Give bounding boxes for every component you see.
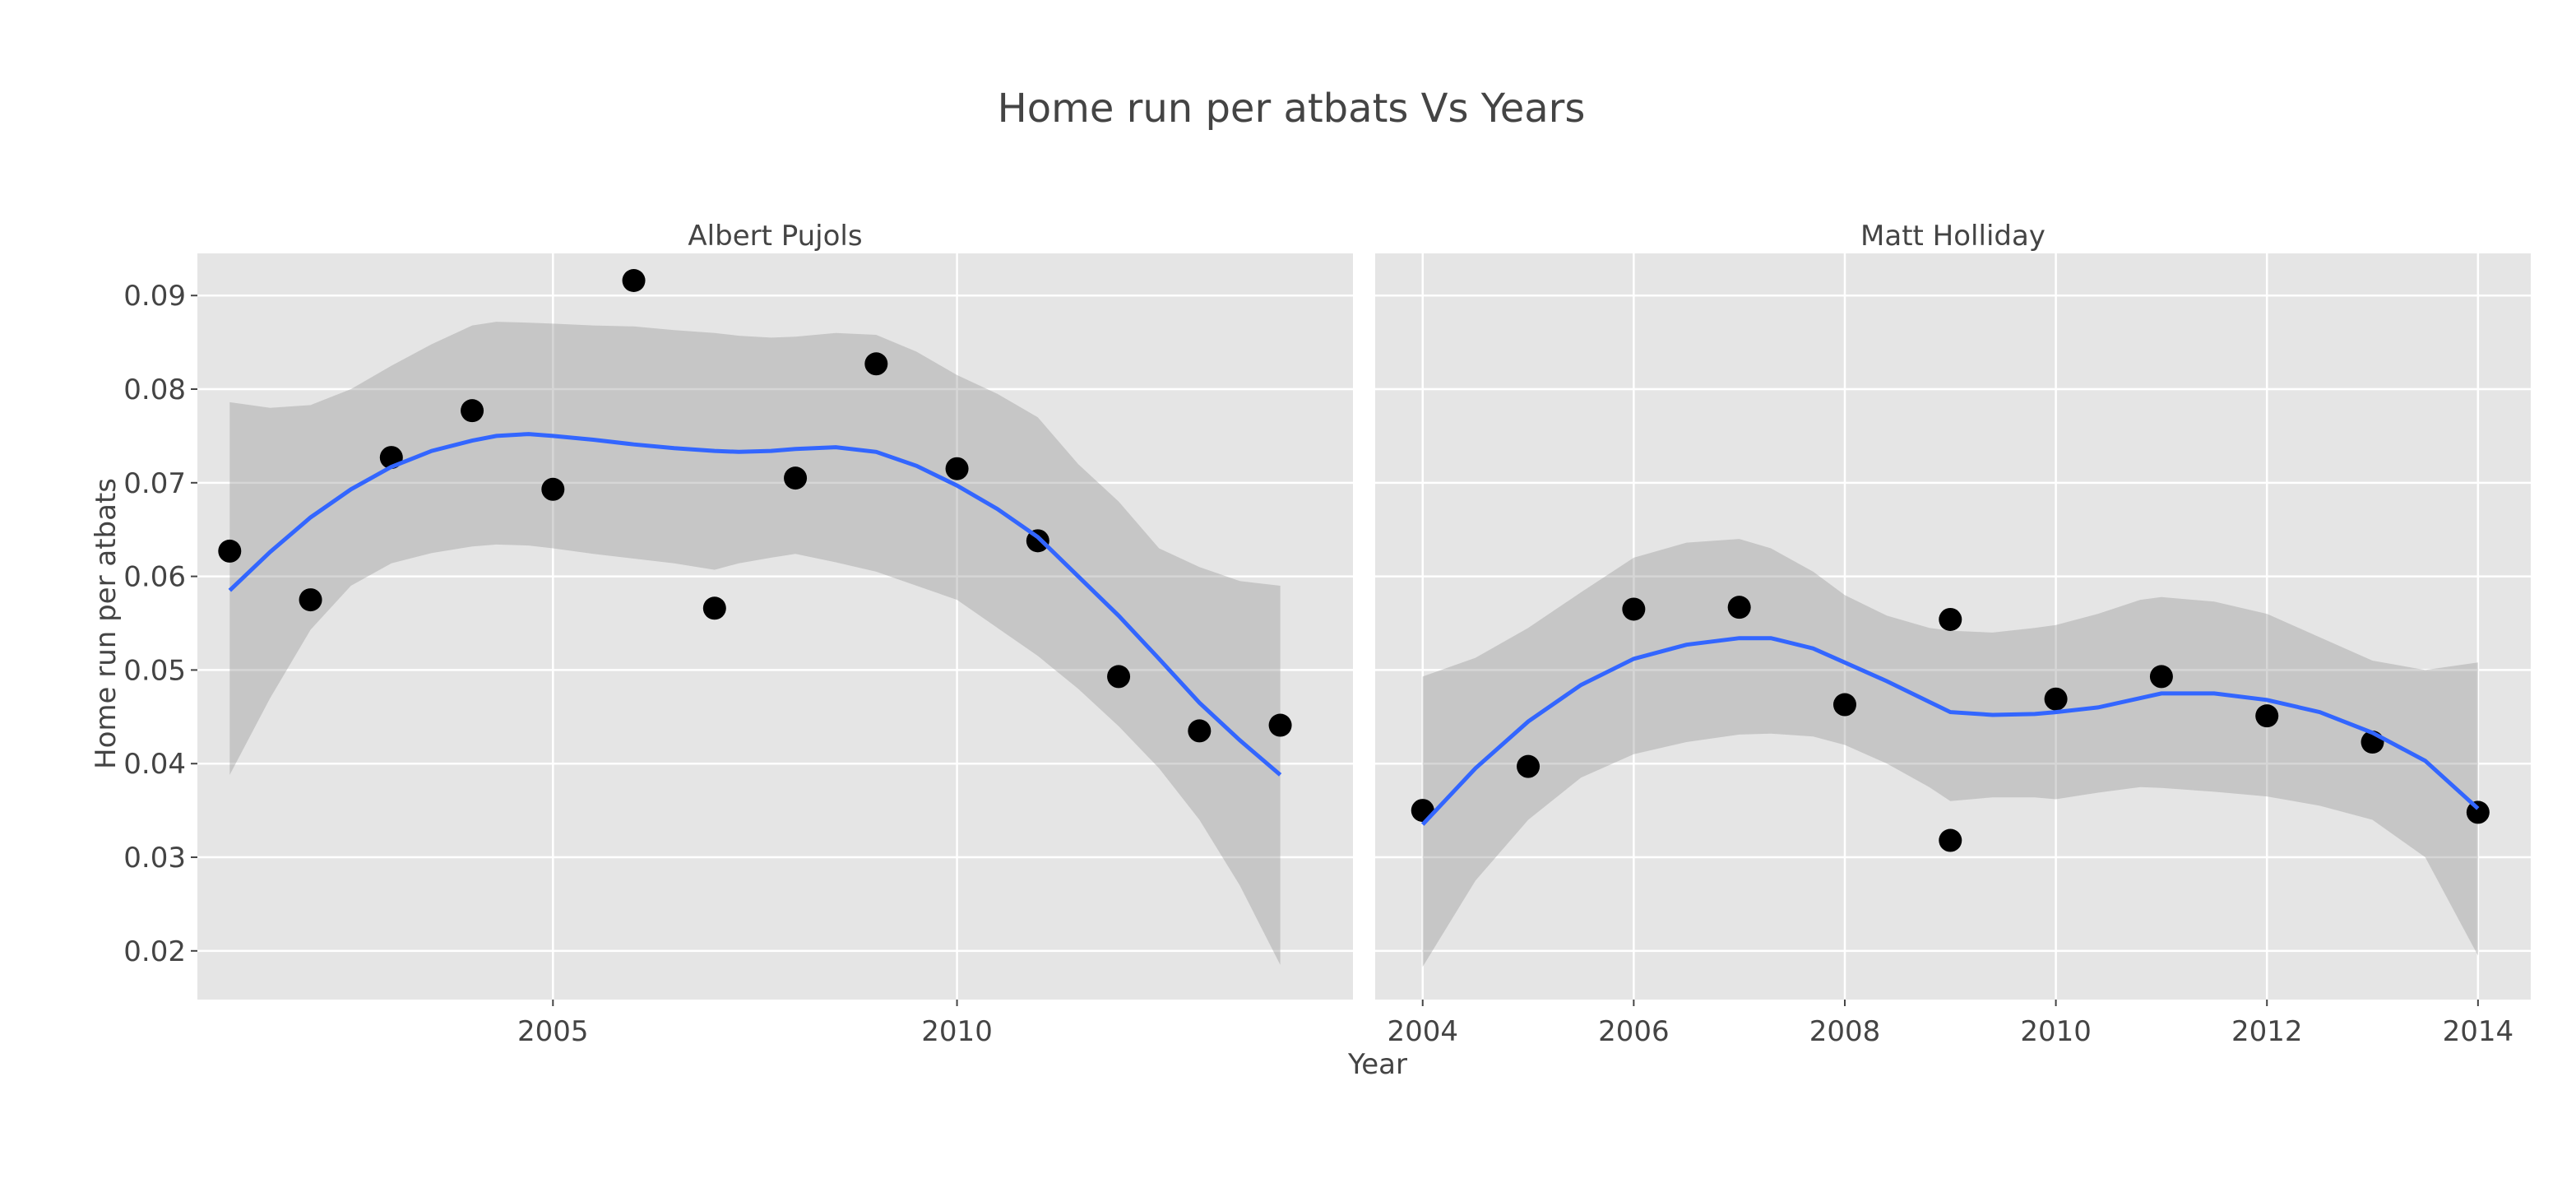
panel-background	[197, 253, 1353, 1000]
x-tick-label: 2008	[1809, 1015, 1881, 1048]
data-point	[2149, 665, 2173, 689]
data-point	[1622, 597, 1646, 621]
y-tick-label: 0.03	[123, 842, 186, 875]
smooth-line	[1420, 636, 2480, 826]
data-point	[2044, 687, 2068, 711]
x-tick-label: 2005	[517, 1015, 589, 1048]
x-tick-label: 2014	[2443, 1015, 2514, 1048]
x-axis-label: Year	[1347, 1048, 1407, 1081]
y-axis: 0.02 0.03 0.04 0.05 0.06 0.07 0.08 0.09	[123, 280, 197, 968]
data-point	[299, 588, 322, 612]
data-point	[1939, 607, 1962, 631]
y-tick-label: 0.05	[123, 654, 186, 687]
data-point	[1268, 713, 1292, 737]
smooth-line	[228, 432, 1282, 777]
panel-1: Albert Pujols 2005 2010	[197, 220, 1353, 1048]
x-tick-label: 2012	[2231, 1015, 2303, 1048]
y-tick-label: 0.08	[123, 373, 186, 406]
data-point	[1107, 665, 1131, 689]
data-point	[1832, 693, 1856, 717]
data-point	[1188, 719, 1212, 743]
y-tick-label: 0.07	[123, 467, 186, 500]
y-tick-label: 0.02	[123, 935, 186, 968]
data-point	[864, 352, 888, 376]
y-axis-label: Home run per atbats	[90, 478, 123, 769]
data-point	[1939, 828, 1962, 852]
panel-2: Matt Holliday 2004 2006 2008 2010 2012 2014	[1375, 220, 2531, 1048]
panel-title: Matt Holliday	[1860, 220, 2046, 253]
data-point	[218, 539, 242, 563]
data-point	[702, 596, 726, 620]
data-point	[1517, 754, 1541, 778]
data-point	[622, 269, 646, 293]
data-point	[945, 457, 969, 480]
x-tick-label: 2010	[2020, 1015, 2092, 1048]
panel-title: Albert Pujols	[688, 220, 862, 253]
chart-title: Home run per atbats Vs Years	[998, 86, 1586, 132]
data-point	[541, 477, 565, 501]
data-point	[784, 466, 808, 490]
x-tick-label: 2006	[1598, 1015, 1670, 1048]
x-tick-label: 2004	[1387, 1015, 1458, 1048]
data-point	[461, 399, 484, 423]
data-point	[1727, 596, 1751, 619]
data-point	[2255, 704, 2279, 728]
data-point	[2466, 800, 2490, 824]
y-tick-label: 0.09	[123, 280, 186, 313]
y-tick-label: 0.06	[123, 561, 186, 594]
confidence-band	[229, 322, 1281, 965]
x-tick-label: 2010	[921, 1015, 993, 1048]
panels: Albert Pujols 2005 2010 Matt Holliday 2004 20…	[123, 220, 2531, 1048]
y-tick-label: 0.04	[123, 748, 186, 781]
